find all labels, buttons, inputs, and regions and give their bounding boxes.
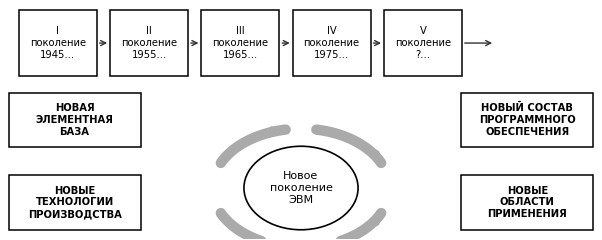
Text: II
поколение
1955...: II поколение 1955... [121, 26, 177, 60]
Bar [384, 10, 462, 76]
Text: НОВАЯ
ЭЛЕМЕНТНАЯ
БАЗА: НОВАЯ ЭЛЕМЕНТНАЯ БАЗА [36, 103, 114, 137]
Bar [19, 10, 97, 76]
Bar [461, 93, 594, 147]
Text: НОВЫЙ СОСТАВ
ПРОГРАММНОГО
ОБЕСПЕЧЕНИЯ: НОВЫЙ СОСТАВ ПРОГРАММНОГО ОБЕСПЕЧЕНИЯ [479, 103, 576, 137]
Text: Новое
поколение
ЭВМ: Новое поколение ЭВМ [270, 171, 332, 205]
Ellipse shape [244, 146, 358, 230]
Text: III
поколение
1965...: III поколение 1965... [213, 26, 268, 60]
Bar [110, 10, 188, 76]
Text: V
поколение
?...: V поколение ?... [395, 26, 451, 60]
Bar [201, 10, 279, 76]
Text: НОВЫЕ
ТЕХНОЛОГИИ
ПРОИЗВОДСТВА: НОВЫЕ ТЕХНОЛОГИИ ПРОИЗВОДСТВА [28, 186, 122, 219]
Bar [461, 175, 594, 230]
Text: I
поколение
1945...: I поколение 1945... [29, 26, 86, 60]
Text: НОВЫЕ
ОБЛАСТИ
ПРИМЕНЕНИЯ: НОВЫЕ ОБЛАСТИ ПРИМЕНЕНИЯ [488, 186, 567, 219]
Text: IV
поколение
1975...: IV поколение 1975... [303, 26, 359, 60]
Bar [293, 10, 371, 76]
Bar [8, 93, 141, 147]
Bar [8, 175, 141, 230]
